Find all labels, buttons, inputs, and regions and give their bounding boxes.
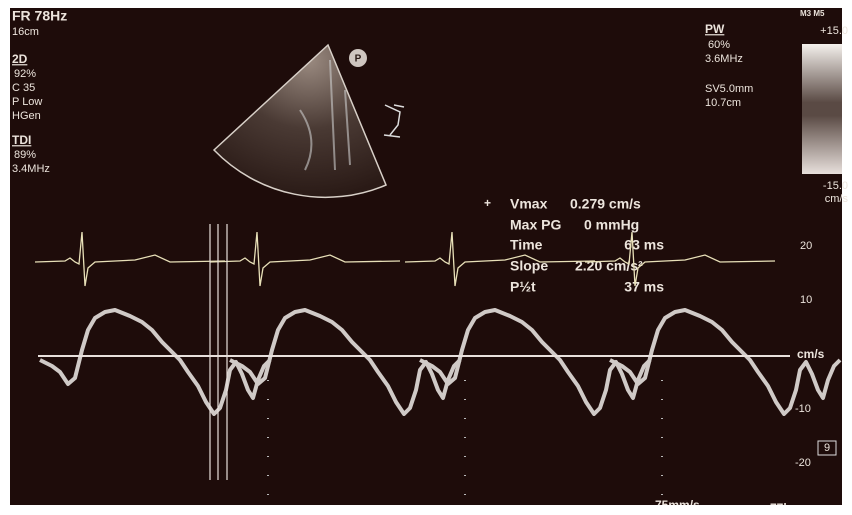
panel-text: 92% bbox=[14, 68, 36, 80]
scale-label: -10 bbox=[795, 403, 811, 415]
measure-value: 37 ms bbox=[624, 279, 664, 295]
measure-label: P½t bbox=[510, 279, 536, 295]
panel-text: 2D bbox=[12, 52, 28, 66]
color-bar-bottom: -15.0 bbox=[823, 180, 848, 192]
panel-text: TDI bbox=[12, 133, 31, 147]
measure-label: Slope bbox=[510, 258, 548, 274]
bullet: + bbox=[484, 196, 491, 210]
scale-label: cm/s bbox=[797, 347, 825, 361]
panel-text: PW bbox=[705, 22, 725, 36]
bottom-margin bbox=[0, 505, 852, 515]
measure-value: 0.279 cm/s bbox=[570, 196, 641, 212]
color-bar-header: M3 M5 bbox=[800, 9, 825, 18]
color-bar-unit: cm/s bbox=[825, 193, 849, 205]
panel-text: 3.6MHz bbox=[705, 53, 743, 65]
measure-label: Vmax bbox=[510, 196, 548, 212]
measure-value: 2.20 cm/s² bbox=[575, 258, 643, 274]
measure-label: Max PG bbox=[510, 217, 561, 233]
panel-text: 10.7cm bbox=[705, 97, 741, 109]
panel-text: C 35 bbox=[12, 82, 35, 94]
measure-label: Time bbox=[510, 237, 543, 253]
panel-text: 16cm bbox=[12, 26, 39, 38]
panel-text: HGen bbox=[12, 110, 41, 122]
badge-text: P bbox=[355, 54, 362, 65]
scale-label: 20 bbox=[800, 240, 812, 252]
color-bar bbox=[802, 44, 842, 174]
measure-value: 0 mmHg bbox=[584, 217, 639, 233]
scale-label: -20 bbox=[795, 457, 811, 469]
box-label: 9 bbox=[824, 442, 830, 454]
panel-text: P Low bbox=[12, 96, 42, 108]
ultrasound-screen: FR 78Hz 16cm 2D 92% C 35 P Low HGen TDI … bbox=[0, 0, 852, 515]
panel-text: 3.4MHz bbox=[12, 163, 50, 175]
panel-text: SV5.0mm bbox=[705, 83, 753, 95]
color-bar-top: +15.0 bbox=[820, 25, 848, 37]
panel-text: 89% bbox=[14, 149, 36, 161]
scale-label: 10 bbox=[800, 294, 812, 306]
panel-text: 60% bbox=[708, 39, 730, 51]
panel-text: FR 78Hz bbox=[12, 8, 67, 24]
